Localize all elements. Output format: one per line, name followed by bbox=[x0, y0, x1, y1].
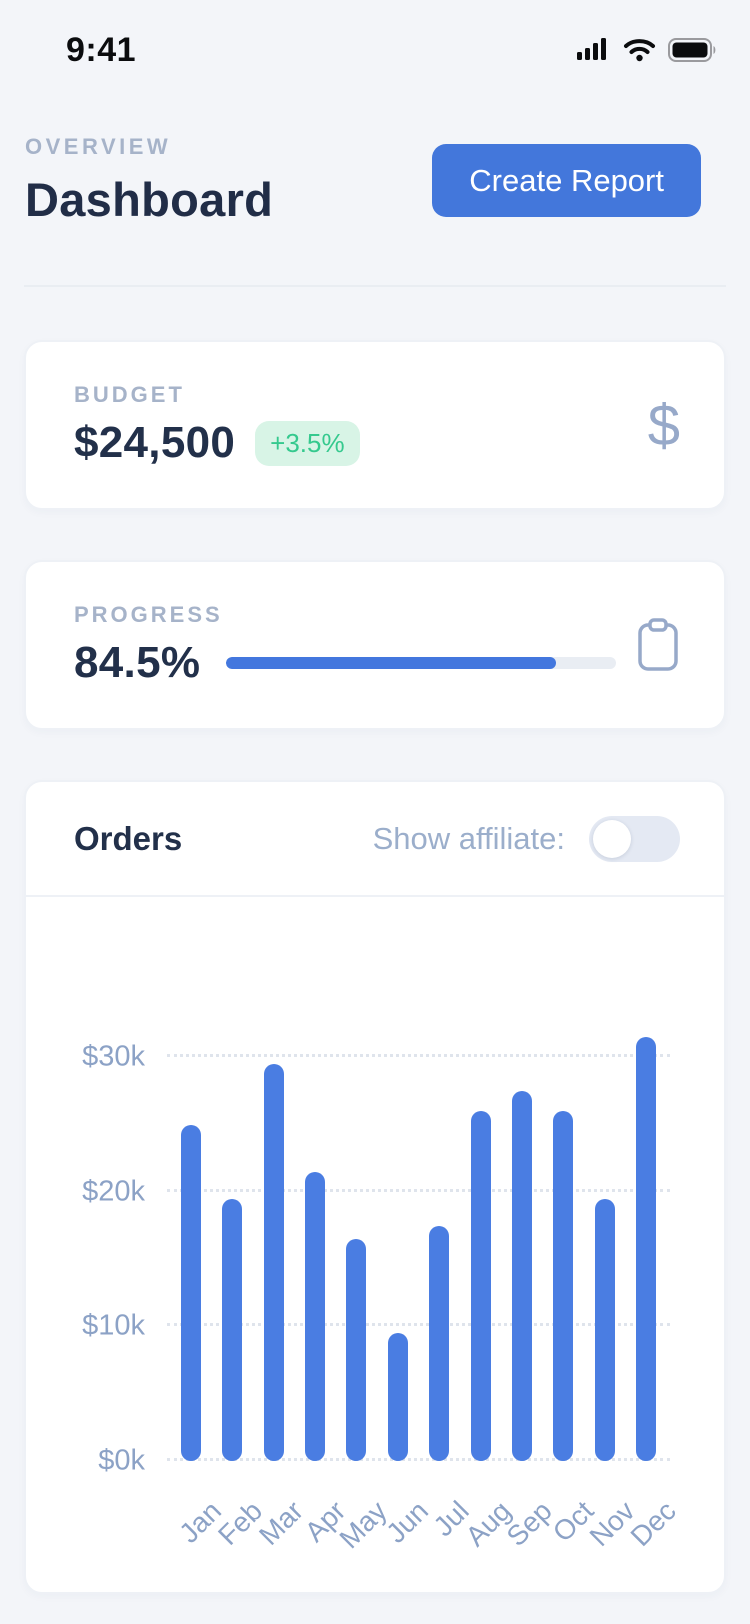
bar-sep bbox=[511, 1091, 532, 1461]
x-tick-may: May bbox=[333, 1495, 393, 1555]
chart-bars bbox=[181, 1017, 656, 1461]
budget-card: BUDGET $24,500 +3.5% $ bbox=[24, 340, 726, 510]
bar-feb bbox=[222, 1198, 243, 1461]
budget-label: BUDGET bbox=[74, 382, 185, 407]
y-tick-label: $30k bbox=[82, 1040, 145, 1073]
page-header: OVERVIEW Dashboard Create Report bbox=[0, 90, 750, 227]
orders-divider bbox=[26, 895, 724, 897]
chart-plot-area: $0k $10k $20k $30k bbox=[82, 1017, 670, 1477]
gridline-$0k bbox=[167, 1458, 670, 1461]
budget-delta-badge: +3.5% bbox=[255, 420, 360, 466]
show-affiliate-label: Show affiliate: bbox=[372, 820, 565, 856]
budget-value: $24,500 bbox=[74, 418, 236, 467]
bar-jan bbox=[181, 1124, 201, 1461]
x-tick-jun: Jun bbox=[379, 1495, 434, 1549]
progress-card: PROGRESS 84.5% bbox=[24, 560, 726, 730]
progress-value: 84.5% bbox=[74, 638, 201, 687]
toggle-knob bbox=[593, 819, 631, 858]
x-tick-nov: Nov bbox=[583, 1495, 641, 1553]
y-tick-label: $10k bbox=[82, 1309, 145, 1342]
bar-jul bbox=[429, 1225, 450, 1461]
orders-title: Orders bbox=[74, 819, 183, 857]
create-report-button[interactable]: Create Report bbox=[432, 144, 701, 217]
header-divider bbox=[24, 285, 726, 287]
progress-label: PROGRESS bbox=[74, 602, 223, 627]
status-bar: 9:41 bbox=[0, 0, 750, 90]
chart-x-axis: Jan Feb Mar Apr May Jun Jul Aug Sep Oct Nov Dec bbox=[173, 1481, 682, 1576]
battery-icon bbox=[668, 38, 716, 62]
bar-nov bbox=[594, 1198, 615, 1461]
bar-oct bbox=[553, 1111, 574, 1461]
progress-bar bbox=[226, 657, 617, 669]
gridline-$30k bbox=[167, 1054, 670, 1058]
bar-may bbox=[346, 1239, 367, 1461]
bar-jun bbox=[387, 1333, 408, 1461]
cellular-signal-icon bbox=[577, 38, 606, 60]
page-title: Dashboard bbox=[25, 173, 274, 226]
x-tick-sep: Sep bbox=[500, 1495, 558, 1553]
x-tick-dec: Dec bbox=[624, 1495, 682, 1553]
wifi-icon bbox=[624, 39, 655, 62]
gridline-$10k bbox=[167, 1323, 670, 1327]
bar-mar bbox=[263, 1064, 284, 1461]
x-tick-jul: Jul bbox=[427, 1495, 476, 1543]
x-tick-aug: Aug bbox=[459, 1495, 517, 1553]
orders-card: Orders Show affiliate: $0k $10k $20k $30k J… bbox=[24, 780, 726, 1594]
orders-bar-chart: $0k $10k $20k $30k Jan Feb Mar Apr May Jun Jul Aug… bbox=[26, 897, 724, 1592]
progress-bar-fill bbox=[226, 657, 556, 669]
x-tick-feb: Feb bbox=[212, 1495, 269, 1552]
x-tick-jan: Jan bbox=[173, 1495, 227, 1549]
x-tick-mar: Mar bbox=[253, 1495, 310, 1552]
bar-apr bbox=[305, 1171, 326, 1461]
status-icons bbox=[577, 38, 718, 62]
y-tick-label: $20k bbox=[82, 1175, 145, 1208]
bar-dec bbox=[635, 1037, 656, 1461]
breadcrumb-eyebrow: OVERVIEW bbox=[25, 134, 172, 159]
clipboard-icon bbox=[638, 618, 678, 671]
x-tick-oct: Oct bbox=[546, 1495, 600, 1548]
gridline-$20k bbox=[167, 1188, 670, 1192]
affiliate-toggle[interactable] bbox=[589, 815, 680, 862]
bar-aug bbox=[470, 1111, 491, 1461]
y-tick-label: $0k bbox=[98, 1444, 145, 1477]
clock: 9:41 bbox=[66, 30, 137, 69]
dollar-icon: $ bbox=[647, 392, 680, 458]
x-tick-apr: Apr bbox=[298, 1495, 351, 1548]
